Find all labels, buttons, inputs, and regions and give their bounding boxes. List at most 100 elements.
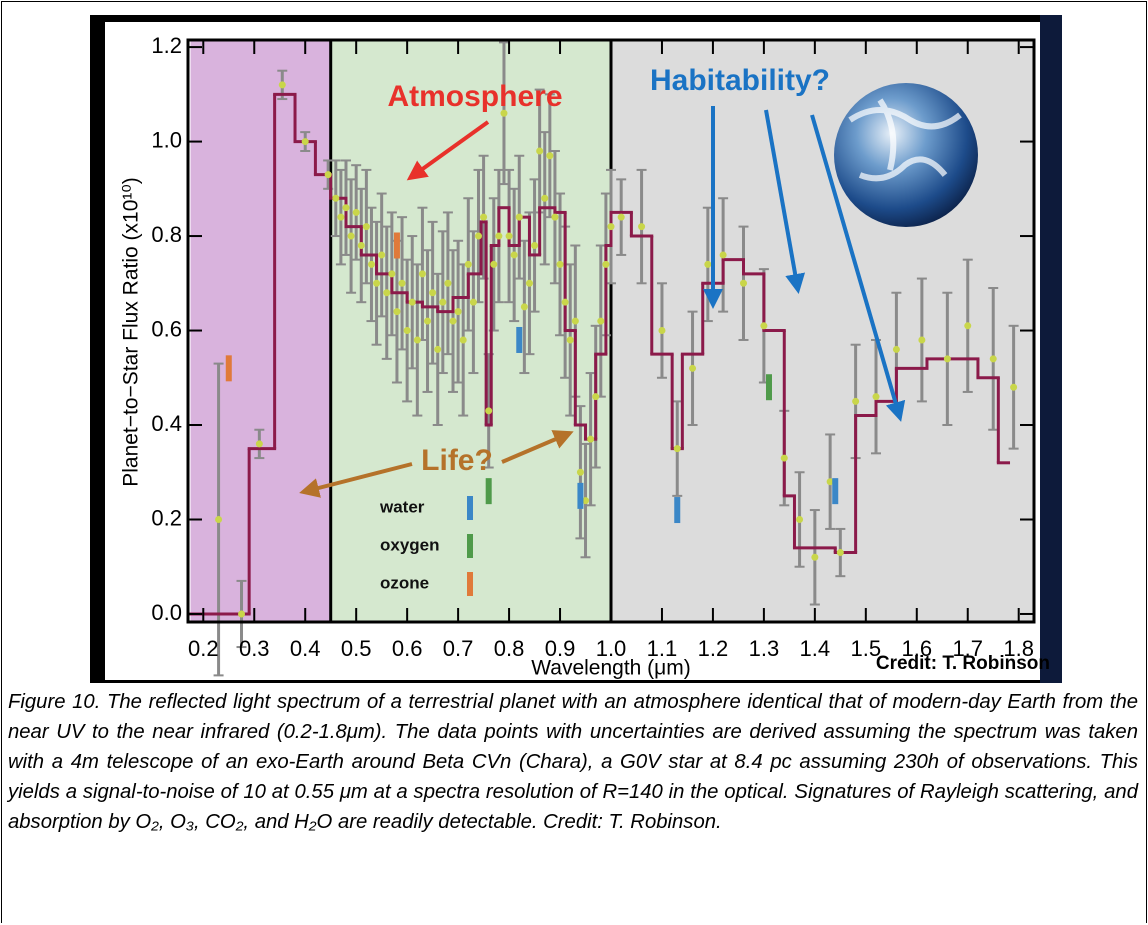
data-point [561,298,569,306]
data-point [418,270,426,278]
legend-label: oxygen [380,535,440,554]
data-point [464,260,472,268]
data-point [444,279,452,287]
annotation-arrow [299,462,413,498]
legend-swatch [467,572,473,596]
annotation: Habitability? [650,64,830,97]
data-point [357,241,365,249]
earth-clouds [848,98,962,182]
data-point [597,317,605,325]
data-point [617,213,625,221]
data-point [525,279,533,287]
x-tick-label: 0.2 [188,636,219,661]
data-point [490,260,498,268]
data-point [673,445,681,453]
data-point [495,232,503,240]
data-point [541,194,549,202]
data-point [505,232,513,240]
x-tick-label: 1.4 [800,636,831,661]
data-point [556,260,564,268]
data-point [469,298,477,306]
data-point [602,260,610,268]
data-point [342,204,350,212]
data-point [811,553,819,561]
data-point [852,397,860,405]
x-tick-label: 0.5 [341,636,372,661]
data-point [301,138,309,146]
data-point [740,279,748,287]
data-point [362,223,370,231]
data-point [964,322,972,330]
data-point [474,232,482,240]
x-tick-label: 0.6 [392,636,423,661]
data-point [408,298,416,306]
data-point [943,355,951,363]
absorption-marker [765,374,772,401]
data-point [607,223,615,231]
data-point [413,336,421,344]
data-point [393,308,401,316]
y-tick-label: 0.8 [151,222,182,247]
legend-label: water [379,497,425,516]
absorption-marker [832,478,839,505]
data-point [324,171,332,179]
legend-label: ozone [380,573,429,592]
data-point [510,251,518,259]
data-point [719,251,727,259]
data-point [439,298,447,306]
y-tick-label: 0.6 [151,316,182,341]
data-point [215,515,223,523]
data-point [571,317,579,325]
data-point [918,336,926,344]
data-point [704,260,712,268]
data-point [424,317,432,325]
absorption-marker [393,232,400,259]
data-point [1010,383,1018,391]
data-point [760,322,768,330]
data-point [449,317,457,325]
data-point [780,454,788,462]
data-point [658,327,666,335]
data-point [373,279,381,287]
data-point [989,355,997,363]
data-point [278,81,286,89]
x-tick-label: 0.4 [290,636,321,661]
data-point [255,440,263,448]
data-point [429,289,437,297]
data-point [352,208,360,216]
data-point [367,260,375,268]
data-point [546,152,554,160]
data-point [592,393,600,401]
data-point [332,194,340,202]
x-tick-label: 1.0 [596,636,627,661]
x-tick-label: 1.2 [698,636,729,661]
data-point [454,308,462,316]
credit: Credit: T. Robinson [876,653,1050,674]
data-point [796,515,804,523]
data-point [892,345,900,353]
absorption-marker [225,355,232,382]
data-point [378,251,386,259]
data-point [403,327,411,335]
space-strip [1040,15,1062,683]
data-point [459,336,467,344]
data-point [689,364,697,372]
x-tick-label: 1.3 [749,636,780,661]
data-point [515,213,523,221]
x-tick-label: 0.3 [239,636,270,661]
y-tick-label: 1.0 [151,127,182,152]
absorption-marker [674,497,681,524]
y-tick-label: 1.2 [151,33,182,58]
data-point [347,232,355,240]
absorption-marker [516,326,523,353]
absorption-marker [485,478,492,505]
data-point [480,213,488,221]
data-point [520,303,528,311]
data-point [638,223,646,231]
y-tick-label: 0.2 [151,505,182,530]
data-point [500,109,508,117]
data-point [398,279,406,287]
earth-image [834,83,978,227]
